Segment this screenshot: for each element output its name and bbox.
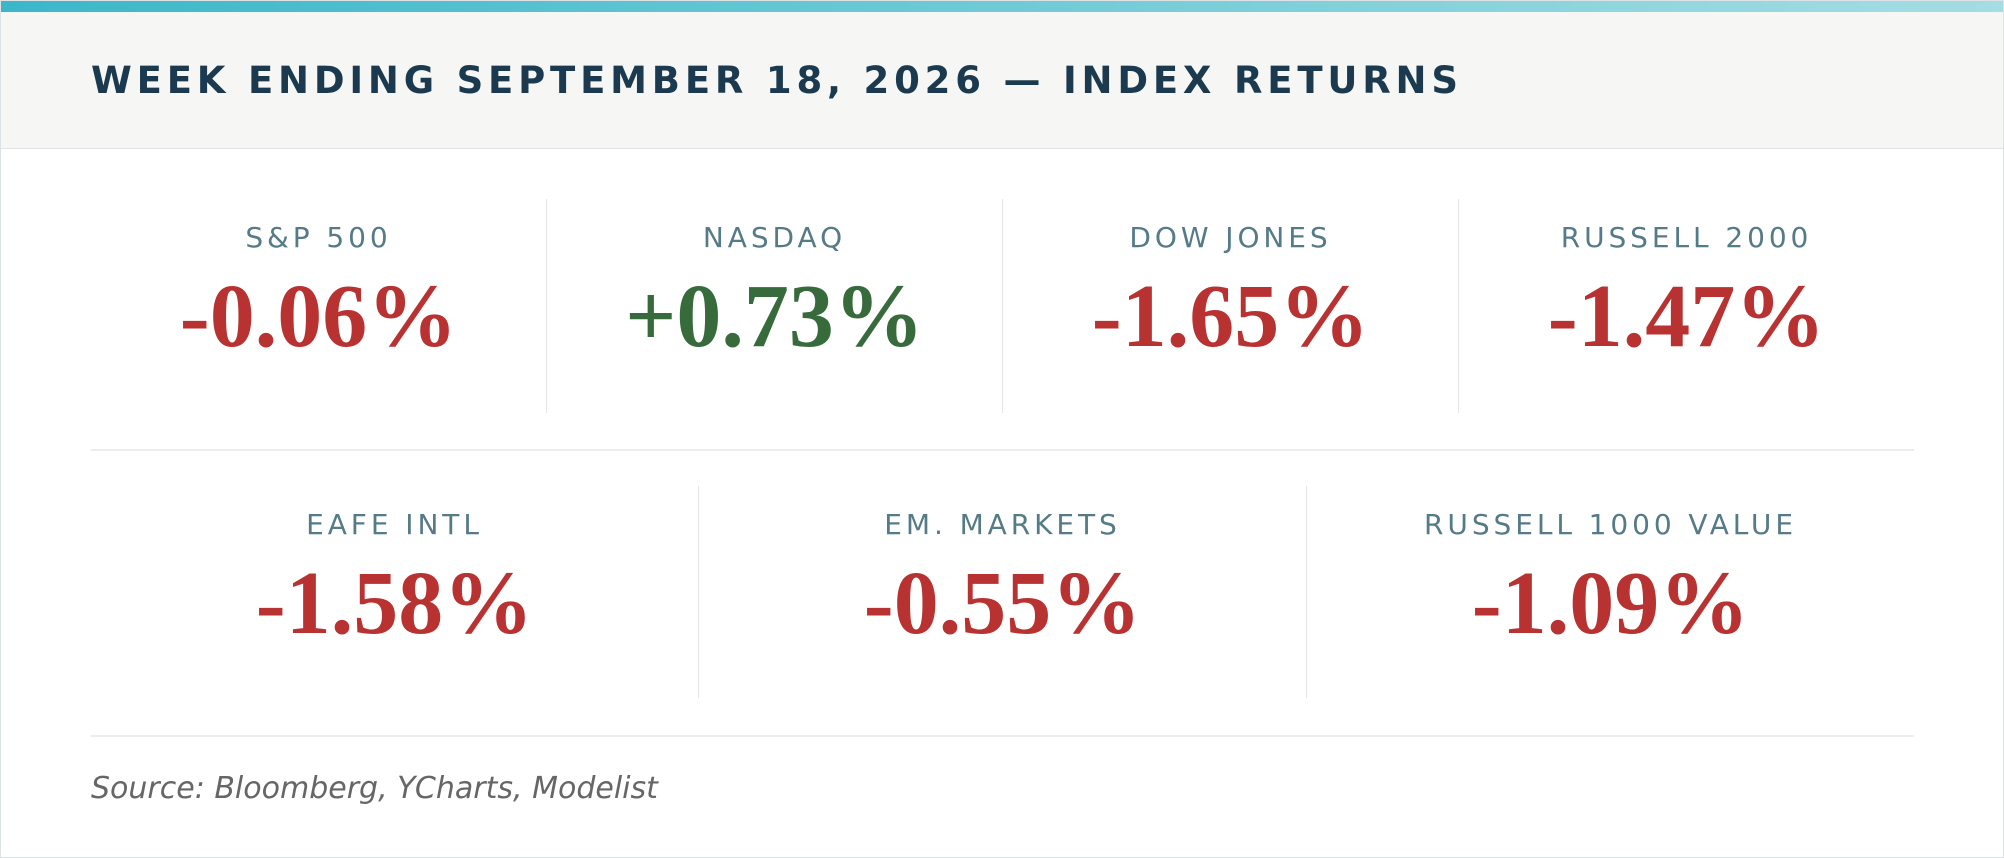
index-return: -1.65%: [1091, 267, 1370, 366]
index-return: -0.55%: [863, 554, 1142, 653]
index-return: -1.58%: [255, 554, 534, 653]
index-tile: RUSSELL 1000 VALUE -1.09%: [1306, 486, 1914, 698]
header: WEEK ENDING SEPTEMBER 18, 2026 — INDEX R…: [1, 12, 2003, 149]
index-tile: NASDAQ +0.73%: [546, 199, 1002, 413]
index-label: RUSSELL 2000: [1560, 221, 1813, 254]
index-tile: S&P 500 -0.06%: [91, 199, 546, 413]
index-label: S&P 500: [245, 221, 392, 254]
index-return: -1.47%: [1547, 267, 1826, 366]
index-label: NASDAQ: [702, 221, 847, 254]
index-tile: DOW JONES -1.65%: [1002, 199, 1458, 413]
index-return: +0.73%: [625, 267, 924, 366]
divider: [91, 735, 1914, 737]
index-label: RUSSELL 1000 VALUE: [1424, 508, 1797, 541]
index-tile: RUSSELL 2000 -1.47%: [1458, 199, 1914, 413]
index-tile: EM. MARKETS -0.55%: [698, 486, 1306, 698]
accent-bar: [1, 1, 2003, 12]
index-return: -0.06%: [179, 267, 458, 366]
source-note: Source: Bloomberg, YCharts, Modelist: [91, 771, 658, 806]
index-tile: EAFE INTL -1.58%: [91, 486, 698, 698]
index-label: EM. MARKETS: [884, 508, 1121, 541]
tile-row: EAFE INTL -1.58% EM. MARKETS -0.55% RUSSELL …: [91, 486, 1914, 698]
index-label: EAFE INTL: [306, 508, 483, 541]
tile-row: S&P 500 -0.06% NASDAQ +0.73% DOW JONES -1.65%…: [91, 199, 1914, 413]
index-return: -1.09%: [1471, 554, 1750, 653]
divider: [91, 449, 1914, 451]
title: WEEK ENDING SEPTEMBER 18, 2026 — INDEX R…: [91, 58, 1463, 102]
index-label: DOW JONES: [1129, 221, 1332, 254]
